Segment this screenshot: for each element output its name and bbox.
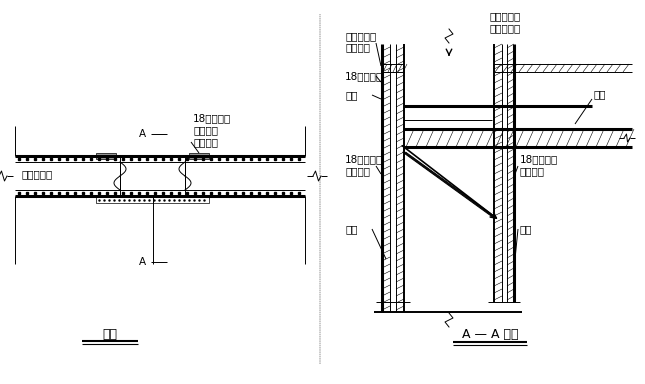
Text: 木方: 木方 bbox=[345, 90, 357, 100]
Text: 木方: 木方 bbox=[345, 224, 357, 234]
Text: 封塑料布抗: 封塑料布抗 bbox=[345, 31, 376, 41]
Text: 木方垫块: 木方垫块 bbox=[193, 137, 218, 147]
Text: 外封油沈: 外封油沈 bbox=[520, 166, 545, 176]
Text: 18厚多层板: 18厚多层板 bbox=[345, 71, 383, 81]
Text: 施工水、杂: 施工水、杂 bbox=[490, 11, 521, 21]
Text: 防水砂浆: 防水砂浆 bbox=[345, 42, 370, 52]
Text: 物掴落方向: 物掴落方向 bbox=[490, 23, 521, 33]
Text: 18厚多层板: 18厚多层板 bbox=[345, 154, 383, 164]
Text: A: A bbox=[139, 257, 146, 267]
Text: 18厚多层板: 18厚多层板 bbox=[520, 154, 559, 164]
Text: 外封油沈: 外封油沈 bbox=[193, 125, 218, 135]
Text: 外墙后浇带: 外墙后浇带 bbox=[22, 169, 54, 179]
Text: 18厚多层板: 18厚多层板 bbox=[193, 113, 232, 123]
Bar bbox=[96, 196, 209, 203]
Text: A: A bbox=[139, 129, 146, 139]
Text: 木方: 木方 bbox=[520, 224, 533, 234]
Bar bbox=[189, 153, 209, 159]
Bar bbox=[96, 153, 116, 159]
Text: A — A 剑面: A — A 剑面 bbox=[462, 328, 518, 341]
Text: 外封油沈: 外封油沈 bbox=[345, 166, 370, 176]
Text: 平面: 平面 bbox=[103, 328, 117, 341]
Text: 楼板: 楼板 bbox=[594, 89, 606, 99]
